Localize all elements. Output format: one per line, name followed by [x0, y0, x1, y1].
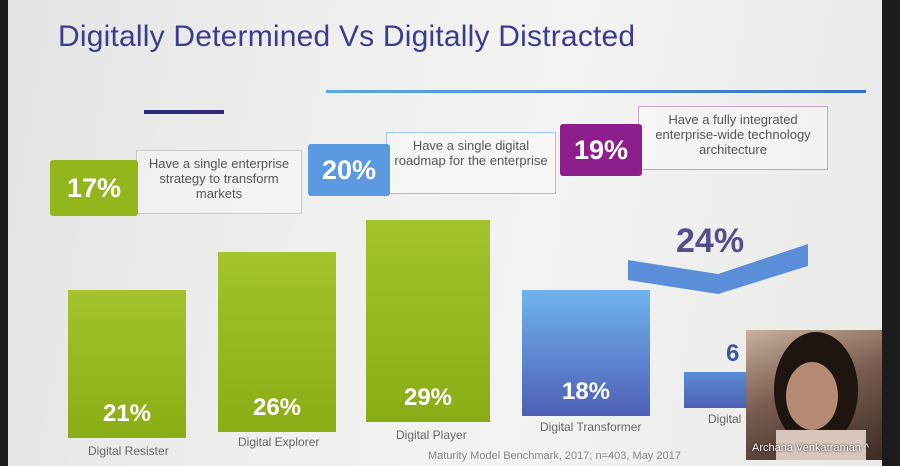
bar-label: Digital Player: [396, 428, 467, 442]
stat-roadmap-value: 20%: [308, 144, 390, 196]
bar-digital-value-partial: 6: [726, 340, 740, 367]
bar-value: 18%: [561, 378, 611, 405]
chevron-down-icon: [628, 244, 808, 294]
bar-digital: [684, 372, 748, 408]
stat-strategy-text: Have a single enterprise strategy to tra…: [136, 150, 302, 214]
bar-label: Digital Resister: [88, 444, 169, 458]
slide-title: Digitally Determined Vs Digitally Distra…: [58, 20, 636, 53]
title-accent-line-dark: [144, 110, 224, 114]
bar-digital-resister: 21%: [68, 290, 186, 438]
bar-digital-player: 29%: [366, 220, 490, 422]
footnote: Maturity Model Benchmark, 2017; n=403, M…: [428, 450, 681, 462]
chevron-value: 24%: [676, 222, 745, 260]
stat-architecture-value: 19%: [560, 124, 642, 176]
webcam-name: Archana Venkatraman ^: [752, 442, 869, 454]
presentation-slide: Digitally Determined Vs Digitally Distra…: [8, 0, 882, 466]
bar-digital-transformer: 18%: [522, 290, 650, 416]
webcam-name-text: Archana Venkatraman: [752, 442, 861, 454]
bar-value: 29%: [403, 384, 453, 411]
bar-label: Digital Transformer: [540, 420, 642, 434]
chevron-up-icon[interactable]: ^: [863, 442, 870, 454]
bar-value: 26%: [252, 394, 302, 421]
webcam-overlay[interactable]: Archana Venkatraman ^: [746, 330, 882, 460]
bar-label: Digital: [708, 412, 742, 426]
bar-value: 21%: [102, 400, 152, 427]
stat-roadmap-text: Have a single digital roadmap for the en…: [386, 132, 556, 194]
bar-label: Digital Explorer: [238, 435, 320, 449]
person-icon: [774, 332, 866, 460]
stat-strategy-value: 17%: [50, 160, 138, 216]
stat-architecture-text: Have a fully integrated enterprise-wide …: [638, 106, 828, 170]
title-accent-line: [326, 90, 866, 93]
bar-digital-explorer: 26%: [218, 252, 336, 432]
